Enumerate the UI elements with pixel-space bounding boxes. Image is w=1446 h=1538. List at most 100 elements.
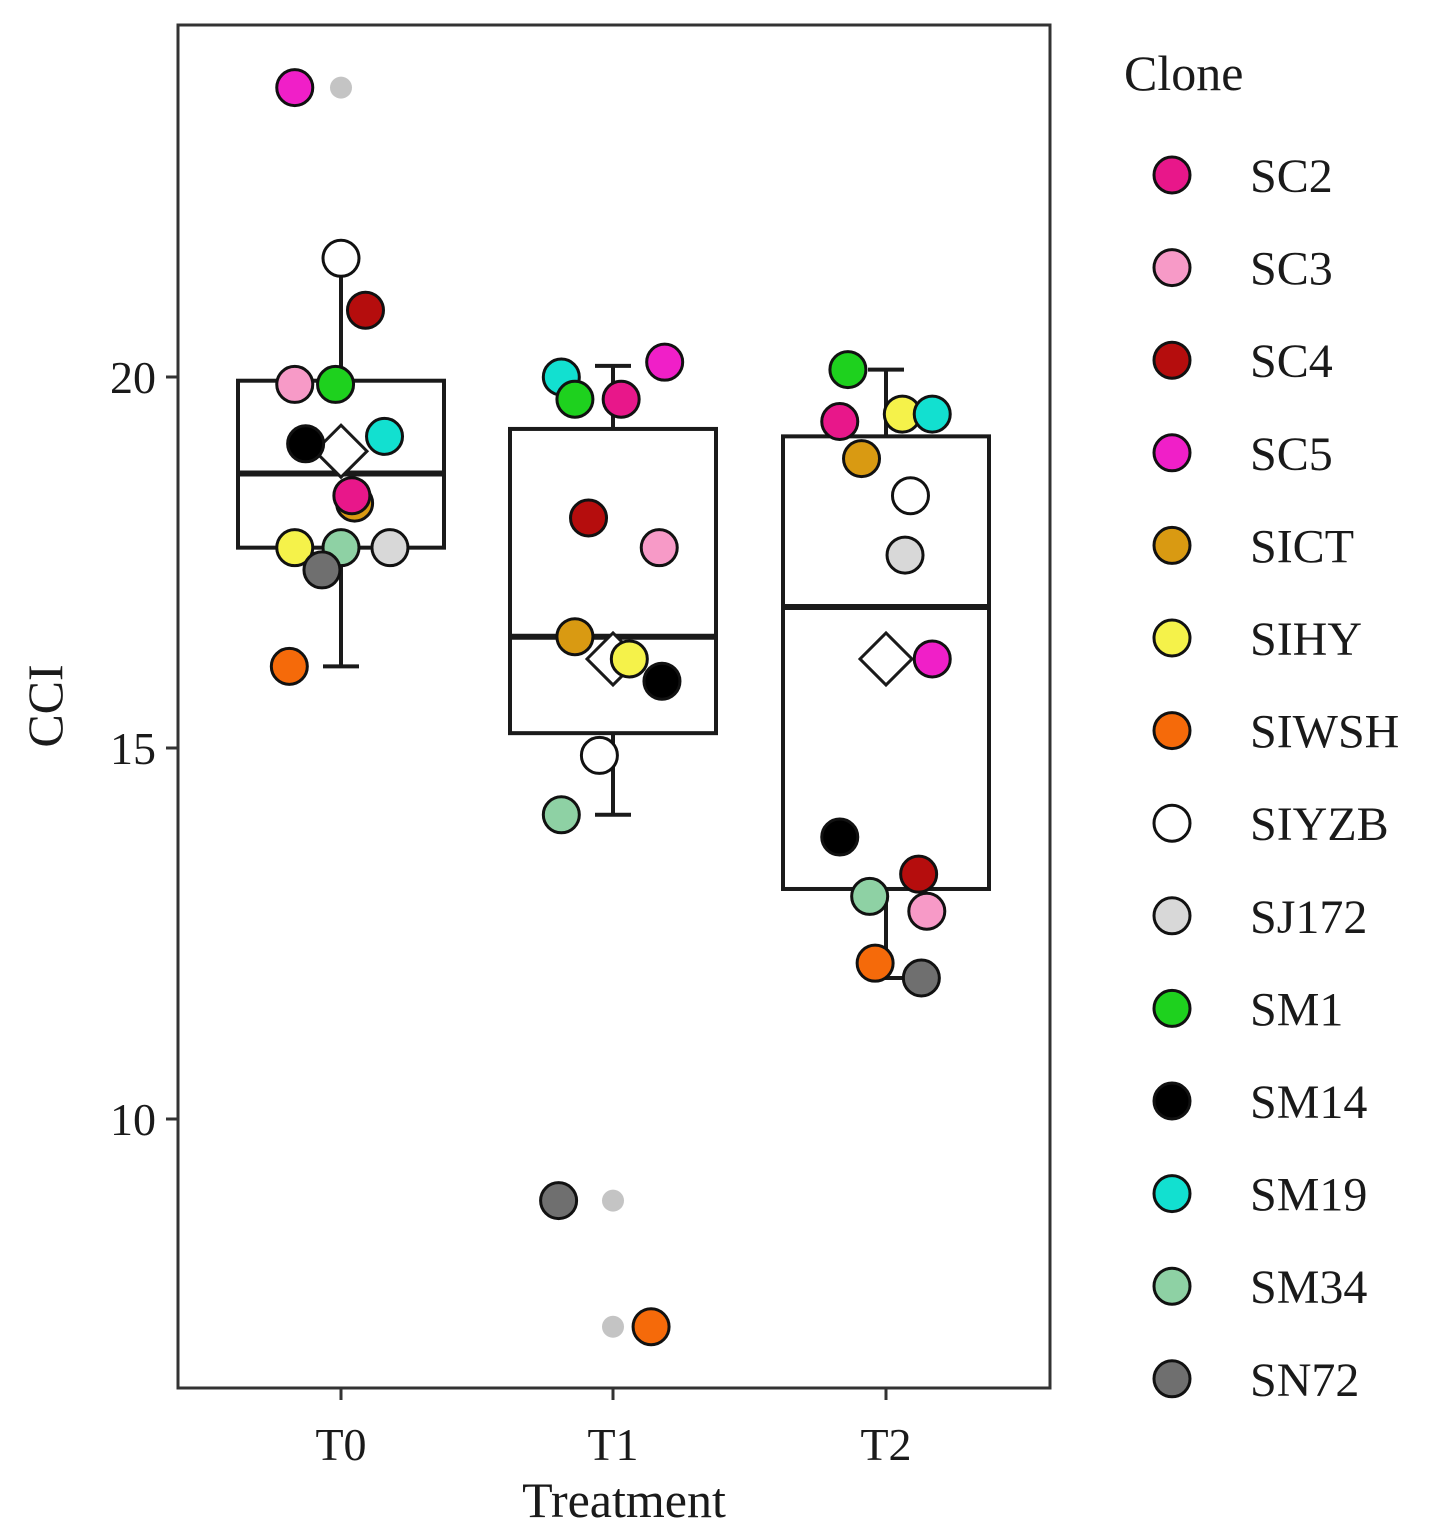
legend-item-siwsh: SIWSH xyxy=(1152,706,1399,759)
y-tick-label: 15 xyxy=(110,723,156,774)
legend-key xyxy=(1152,618,1192,658)
legend-key xyxy=(1152,1174,1192,1214)
plot-panel xyxy=(176,23,1052,1390)
data-point-sihy xyxy=(275,528,315,568)
legend: Clone SC2 SC3 SC4 SC5 SICT SIHY SIWSH SIYZB SJ17… xyxy=(1124,45,1399,1407)
data-point-sc3 xyxy=(275,364,315,404)
data-point-sm1 xyxy=(316,364,356,404)
x-tick-label: T1 xyxy=(587,1419,638,1470)
legend-item-sict: SICT xyxy=(1152,520,1354,573)
legend-item-sc2: SC2 xyxy=(1152,150,1333,203)
legend-key xyxy=(1152,525,1192,565)
data-point-sn72 xyxy=(539,1181,579,1221)
legend-label: SM14 xyxy=(1250,1076,1367,1129)
data-point-sc3 xyxy=(639,528,679,568)
legend-item-sn72: SN72 xyxy=(1152,1354,1359,1407)
data-point-sc3 xyxy=(907,891,947,931)
legend-key xyxy=(1152,1266,1192,1306)
data-point-siyzb xyxy=(321,238,361,278)
legend-item-sm14: SM14 xyxy=(1152,1076,1367,1129)
x-axis-title: Treatment xyxy=(522,1472,726,1528)
legend-key xyxy=(1152,155,1192,195)
y-tick-label: 10 xyxy=(110,1094,156,1145)
data-point-sm14 xyxy=(642,661,682,701)
data-point-sm19 xyxy=(365,416,405,456)
data-point-sc2 xyxy=(820,402,860,442)
x-tick-label: T2 xyxy=(860,1419,911,1470)
legend-item-sm19: SM19 xyxy=(1152,1169,1367,1222)
data-point-sm34 xyxy=(850,876,890,916)
data-point-siwsh xyxy=(269,646,309,686)
legend-key xyxy=(1152,248,1192,288)
data-point-sihy xyxy=(609,639,649,679)
data-point-sc2 xyxy=(601,379,641,419)
legend-key xyxy=(1152,433,1192,473)
legend-label: SIHY xyxy=(1250,613,1362,666)
legend-label: SC5 xyxy=(1250,428,1333,481)
data-point-sm1 xyxy=(555,379,595,419)
legend-label: SC3 xyxy=(1250,243,1333,296)
outlier-point xyxy=(602,1315,624,1338)
y-axis-title: CCI xyxy=(17,664,73,747)
data-point-siyzb xyxy=(890,476,930,516)
box-iqr xyxy=(508,426,718,736)
legend-key xyxy=(1152,988,1192,1028)
legend-key xyxy=(1152,340,1192,380)
mean-marker xyxy=(857,630,915,688)
legend-item-siyzb: SIYZB xyxy=(1152,798,1389,851)
data-point-sc5 xyxy=(645,342,685,382)
data-point-sict xyxy=(842,439,882,479)
legend-item-sj172: SJ172 xyxy=(1152,891,1367,944)
data-point-siwsh xyxy=(631,1307,671,1347)
outlier-point xyxy=(330,76,352,99)
legend-item-sm1: SM1 xyxy=(1152,983,1343,1036)
legend-label: SC4 xyxy=(1250,335,1333,388)
data-point-sict xyxy=(555,617,595,657)
legend-label: SM1 xyxy=(1250,983,1343,1036)
data-point-sc4 xyxy=(569,498,609,538)
legend-label: SIWSH xyxy=(1250,706,1399,759)
data-point-sc4 xyxy=(899,854,939,894)
points-layer xyxy=(269,68,952,1347)
data-point-sc2 xyxy=(332,476,372,516)
x-tick-label: T0 xyxy=(315,1419,366,1470)
legend-label: SJ172 xyxy=(1250,891,1367,944)
data-point-siwsh xyxy=(855,943,895,983)
legend-label: SICT xyxy=(1250,520,1354,573)
legend-label: SM34 xyxy=(1250,1261,1367,1314)
legend-label: SC2 xyxy=(1250,150,1333,203)
data-point-sm14 xyxy=(286,424,326,464)
y-axis: 10 15 20 xyxy=(110,352,178,1145)
legend-label: SIYZB xyxy=(1250,798,1389,851)
legend-item-sc3: SC3 xyxy=(1152,243,1333,296)
outlier-point xyxy=(602,1189,624,1212)
data-point-sm34 xyxy=(541,795,581,835)
data-point-sc5 xyxy=(912,639,952,679)
legend-item-sm34: SM34 xyxy=(1152,1261,1367,1314)
data-point-sm14 xyxy=(820,817,860,857)
legend-item-sc5: SC5 xyxy=(1152,428,1333,481)
data-point-sn72 xyxy=(901,958,941,998)
legend-item-sihy: SIHY xyxy=(1152,613,1362,666)
legend-key xyxy=(1152,803,1192,843)
data-point-sj172 xyxy=(370,528,410,568)
data-point-sj172 xyxy=(885,535,925,575)
data-point-sc4 xyxy=(345,290,385,330)
data-point-sn72 xyxy=(302,550,342,590)
data-point-siyzb xyxy=(579,735,619,775)
data-point-sc5 xyxy=(275,68,315,108)
legend-key xyxy=(1152,711,1192,751)
legend-label: SM19 xyxy=(1250,1169,1367,1222)
legend-key xyxy=(1152,1081,1192,1121)
legend-title: Clone xyxy=(1124,45,1243,101)
legend-key xyxy=(1152,896,1192,936)
legend-key xyxy=(1152,1359,1192,1399)
data-point-sm19 xyxy=(912,394,952,434)
y-tick-label: 20 xyxy=(110,352,156,403)
x-axis: T0 T1 T2 xyxy=(315,1388,912,1470)
legend-item-sc4: SC4 xyxy=(1152,335,1333,388)
data-point-sm1 xyxy=(828,350,868,390)
legend-label: SN72 xyxy=(1250,1354,1359,1407)
outliers-layer xyxy=(330,76,624,1338)
